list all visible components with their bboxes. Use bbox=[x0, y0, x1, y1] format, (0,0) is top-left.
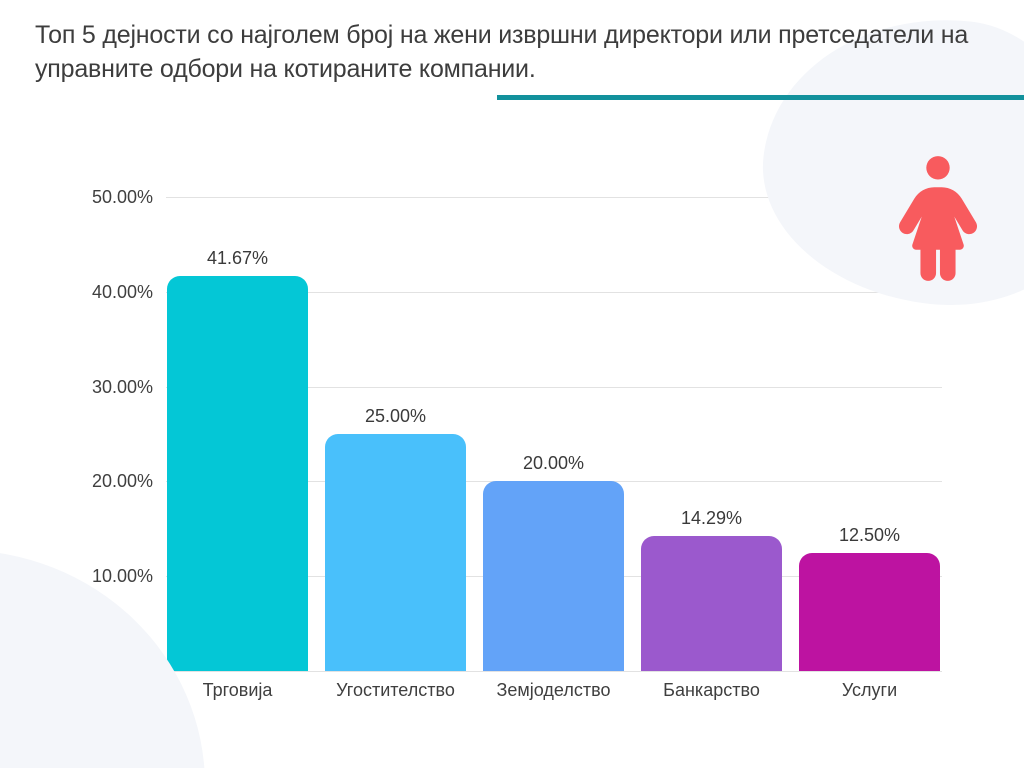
y-axis-tick-label: 10.00% bbox=[91, 566, 153, 587]
x-axis-category-label: Услуги bbox=[841, 680, 898, 700]
gridline bbox=[166, 386, 942, 388]
x-axis-category-label: Банкарство bbox=[663, 680, 760, 700]
bar-column: 20.00% Земјоделство bbox=[483, 197, 624, 700]
title-accent-line bbox=[497, 95, 1024, 100]
bar-column: 25.00% Угостителство bbox=[325, 197, 466, 700]
x-axis-category-label: Угостителство bbox=[336, 680, 455, 700]
bar-chart: 0.00%10.00%20.00%30.00%40.00%50.00%41.67… bbox=[92, 187, 942, 700]
bar-value-label: 25.00% bbox=[364, 406, 427, 426]
gridline bbox=[166, 197, 942, 198]
bar-column: 14.29% Банкарство bbox=[641, 197, 782, 700]
y-axis-tick-label: 40.00% bbox=[91, 281, 153, 302]
bar-column: 12.50% Услуги bbox=[799, 197, 940, 700]
woman-icon bbox=[899, 156, 977, 281]
x-axis-category-label: Трговија bbox=[202, 680, 273, 700]
x-axis-category-label: Земјоделство bbox=[496, 680, 611, 700]
bar-value-label: 14.29% bbox=[680, 507, 743, 528]
bar-column: 41.67% Трговија bbox=[167, 197, 308, 700]
bar bbox=[799, 552, 940, 671]
bar-value-label: 20.00% bbox=[522, 453, 585, 474]
gridline bbox=[166, 291, 942, 293]
y-axis-tick-label: 30.00% bbox=[91, 376, 153, 397]
y-axis-tick-label: 50.00% bbox=[91, 187, 153, 207]
bar-value-label: 12.50% bbox=[838, 524, 901, 545]
bar bbox=[167, 275, 308, 671]
bar bbox=[641, 535, 782, 671]
y-axis-tick-label: 20.00% bbox=[91, 471, 153, 492]
bar bbox=[483, 481, 624, 671]
gridline bbox=[166, 671, 942, 672]
bar bbox=[325, 434, 466, 671]
page-title: Топ 5 дејности со најголем број на жени … bbox=[35, 21, 969, 83]
woman-icon-shape bbox=[899, 156, 977, 281]
bar-value-label: 41.67% bbox=[206, 247, 269, 268]
